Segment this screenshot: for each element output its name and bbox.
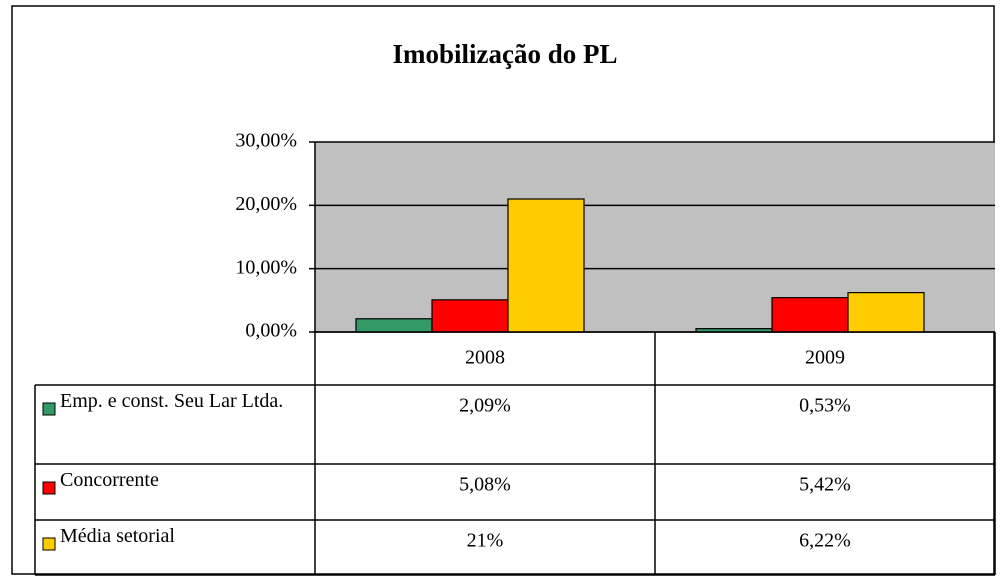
data-label: 21% xyxy=(467,530,504,552)
y-tick-label: 10,00% xyxy=(235,256,297,278)
legend-entry-box: Concorrente xyxy=(60,472,159,491)
bar xyxy=(507,198,585,333)
legend-entry: Emp. e const. Seu Lar Ltda. xyxy=(60,393,284,412)
legend-entry-box: Emp. e const. Seu Lar Ltda. xyxy=(60,393,284,412)
legend-entry-box: Média setorial xyxy=(60,528,175,547)
data-label: 5,42% xyxy=(799,474,851,496)
y-tick-label: 30,00% xyxy=(235,130,297,152)
legend-swatch xyxy=(42,402,56,416)
y-tick-label: 0,00% xyxy=(245,320,297,342)
legend-entry: Concorrente xyxy=(60,472,159,491)
chart-title: Imobilização do PL xyxy=(392,39,617,69)
legend-swatch xyxy=(42,537,56,551)
x-tick-label: 2009 xyxy=(805,347,845,369)
bar xyxy=(431,299,509,333)
x-tick-label: 2008 xyxy=(465,347,505,369)
data-label: 0,53% xyxy=(799,395,851,417)
data-label: 5,08% xyxy=(459,474,511,496)
data-label: 2,09% xyxy=(459,395,511,417)
y-tick-label: 20,00% xyxy=(235,193,297,215)
bar xyxy=(771,297,849,333)
bar xyxy=(847,292,925,333)
data-label: 6,22% xyxy=(799,530,851,552)
legend-swatch xyxy=(42,481,56,495)
legend-entry: Média setorial xyxy=(60,528,175,547)
bar xyxy=(355,318,433,333)
